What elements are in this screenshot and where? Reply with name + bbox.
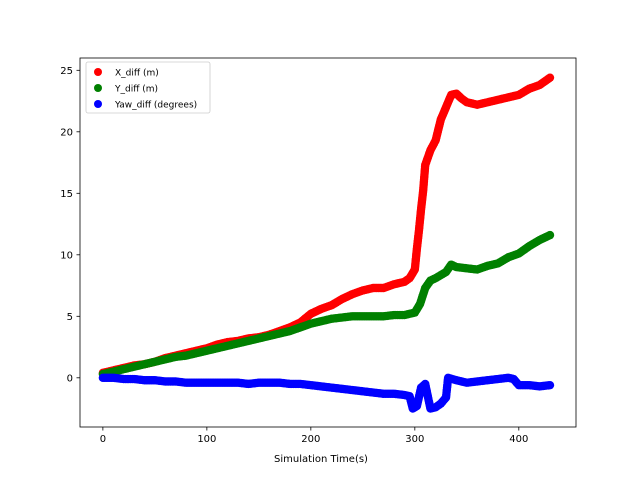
legend: X_diff (m) Y_diff (m) Yaw_diff (degrees) bbox=[85, 61, 211, 114]
data-point bbox=[545, 230, 555, 240]
x-tick-label: 200 bbox=[301, 434, 320, 445]
plot-frame bbox=[79, 57, 577, 428]
legend-marker bbox=[94, 84, 102, 92]
data-point bbox=[545, 380, 555, 390]
x-axis-label: Simulation Time(s) bbox=[274, 454, 368, 465]
y-tick-label: 10 bbox=[60, 250, 73, 261]
y-tick-label: 5 bbox=[67, 312, 73, 323]
y-tick-label: 15 bbox=[60, 189, 73, 200]
x-tick-label: 300 bbox=[405, 434, 424, 445]
series-2 bbox=[98, 373, 555, 413]
legend-label: Yaw_diff (degrees) bbox=[114, 101, 197, 111]
y-tick-label: 0 bbox=[67, 373, 73, 384]
data-point bbox=[545, 73, 555, 82]
legend-marker bbox=[94, 100, 102, 108]
x-tick-label: 100 bbox=[197, 434, 216, 445]
x-tick-label: 0 bbox=[100, 434, 106, 445]
legend-label: X_diff (m) bbox=[115, 69, 159, 79]
x-tick-label: 400 bbox=[509, 434, 528, 445]
x-axis: 0 100 200 300 400 bbox=[100, 427, 528, 445]
y-tick-label: 20 bbox=[60, 127, 73, 138]
y-tick-label: 25 bbox=[60, 66, 73, 77]
legend-marker bbox=[94, 68, 102, 76]
series-layer bbox=[98, 73, 555, 413]
series-1 bbox=[98, 230, 555, 379]
legend-label: Y_diff (m) bbox=[114, 85, 158, 95]
legend-box bbox=[85, 61, 211, 114]
y-axis: 0 5 10 15 20 25 bbox=[60, 66, 80, 384]
plot-background bbox=[80, 58, 576, 427]
